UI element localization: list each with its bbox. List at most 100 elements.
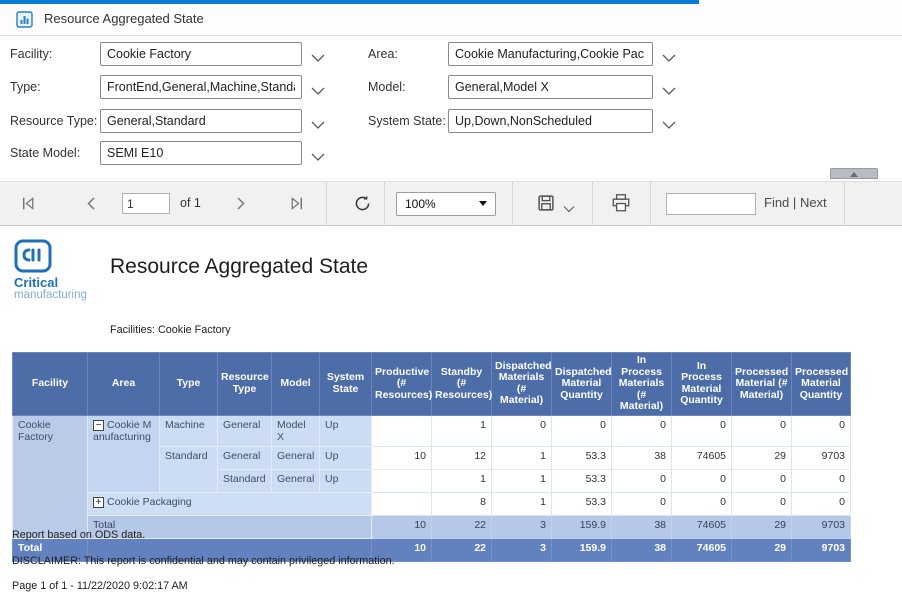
toolbar-separator (844, 182, 845, 226)
value-cell: 74605 (671, 445, 732, 470)
col-header-inprocess-materials[interactable]: In Process Materials (# Material) (611, 352, 672, 416)
model-input[interactable] (448, 75, 653, 99)
value-cell: 0 (491, 414, 552, 447)
col-header-productive[interactable]: Productive (# Resources) (371, 352, 432, 416)
col-header-standby[interactable]: Standby (# Resources) (431, 352, 492, 416)
value-cell: 0 (551, 414, 612, 447)
col-header-processed-quantity[interactable]: Processed Material Quantity (791, 352, 851, 416)
value-cell (371, 414, 432, 447)
value-cell: 0 (731, 414, 792, 447)
type-label: Type: (10, 80, 41, 94)
col-header-model[interactable]: Model (271, 352, 320, 416)
value-cell: 53.3 (551, 468, 612, 493)
value-cell: 159.9 (551, 537, 612, 562)
col-header-resource-type[interactable]: Resource Type (217, 352, 272, 416)
value-cell: 10 (371, 514, 432, 539)
state-model-input[interactable] (100, 141, 302, 165)
save-dropdown-chevron-icon[interactable] (563, 200, 575, 218)
table-header-row: Facility Area Type Resource Type Model S… (12, 352, 851, 416)
col-header-facility[interactable]: Facility (12, 352, 88, 416)
area-name: Cookie Manufacturing (93, 418, 152, 443)
resource-type-cell: General (217, 414, 272, 447)
report-viewer-toolbar: of 1 100% Find | Next (0, 181, 902, 226)
value-cell: 9703 (791, 445, 851, 470)
collapse-toggle-icon[interactable]: − (93, 419, 104, 431)
zoom-select[interactable]: 100% (396, 192, 496, 216)
find-next-links: Find | Next (764, 195, 827, 210)
system-state-input[interactable] (448, 109, 653, 133)
model-cell: General (271, 445, 320, 470)
state-model-dropdown-chevron-icon[interactable] (311, 149, 325, 167)
type-dropdown-chevron-icon[interactable] (311, 83, 325, 101)
type-input[interactable] (100, 75, 302, 99)
area-dropdown-chevron-icon[interactable] (662, 50, 676, 68)
first-page-button[interactable] (20, 195, 37, 217)
last-page-button[interactable] (288, 195, 305, 217)
value-cell: 38 (611, 445, 672, 470)
value-cell: 74605 (671, 537, 732, 562)
next-link[interactable]: Next (799, 195, 827, 210)
system-state-dropdown-chevron-icon[interactable] (662, 117, 676, 135)
col-header-processed-material[interactable]: Processed Material (# Material) (731, 352, 792, 416)
top-accent-line (0, 0, 699, 4)
value-cell: 0 (791, 491, 851, 516)
col-header-dispatched-quantity[interactable]: Dispatched Material Quantity (551, 352, 612, 416)
col-header-inprocess-quantity[interactable]: In Process Material Quantity (671, 352, 732, 416)
report-title: Resource Aggregated State (110, 255, 369, 278)
find-link[interactable]: Find (764, 195, 790, 210)
system-state-cell: Up (319, 468, 372, 493)
value-cell: 9703 (791, 514, 851, 539)
value-cell: 29 (731, 537, 792, 562)
value-cell: 12 (431, 445, 492, 470)
value-cell: 8 (431, 491, 492, 516)
model-dropdown-chevron-icon[interactable] (662, 83, 676, 101)
save-export-icon[interactable] (536, 193, 556, 218)
logo-wordmark-manufacturing: manufacturing (14, 289, 87, 301)
system-state-cell: Up (319, 445, 372, 470)
print-icon[interactable] (610, 192, 632, 219)
refresh-icon[interactable] (352, 193, 373, 219)
col-header-area[interactable]: Area (87, 352, 160, 416)
value-cell: 0 (671, 491, 732, 516)
expand-toggle-icon[interactable]: + (93, 496, 104, 508)
value-cell (371, 491, 432, 516)
value-cell: 38 (611, 537, 672, 562)
col-header-system-state[interactable]: System State (319, 352, 372, 416)
value-cell (371, 468, 432, 493)
resource-type-cell: Standard (217, 468, 272, 493)
area-cell: − Cookie Manufacturing (87, 414, 160, 493)
value-cell: 0 (611, 468, 672, 493)
value-cell: 10 (371, 445, 432, 470)
value-cell: 3 (491, 514, 552, 539)
toolbar-separator (512, 182, 513, 226)
value-cell: 0 (731, 468, 792, 493)
next-page-button[interactable] (232, 195, 248, 217)
page-number-input[interactable] (122, 193, 170, 214)
facility-input[interactable] (100, 42, 302, 66)
value-cell: 1 (491, 468, 552, 493)
zoom-value: 100% (405, 197, 436, 211)
value-cell: 0 (791, 468, 851, 493)
facility-dropdown-chevron-icon[interactable] (311, 50, 325, 68)
resource-type-dropdown-chevron-icon[interactable] (311, 117, 325, 135)
area-cell-collapsed: + Cookie Packaging (87, 491, 372, 516)
critical-manufacturing-logo (14, 239, 52, 278)
resource-type-label: Resource Type: (10, 114, 98, 128)
col-header-type[interactable]: Type (159, 352, 218, 416)
value-cell: 10 (371, 537, 432, 562)
value-cell: 9703 (791, 537, 851, 562)
area-name: Cookie Packaging (107, 495, 192, 508)
previous-page-button[interactable] (84, 195, 100, 217)
value-cell: 22 (431, 537, 492, 562)
collapse-parameters-handle[interactable] (830, 168, 878, 179)
value-cell: 22 (431, 514, 492, 539)
col-header-dispatched-materials[interactable]: Dispatched Materials (# Material) (491, 352, 552, 416)
value-cell: 3 (491, 537, 552, 562)
value-cell: 29 (731, 445, 792, 470)
type-cell: Standard (159, 445, 218, 493)
area-input[interactable] (448, 42, 653, 66)
value-cell: 53.3 (551, 445, 612, 470)
find-input[interactable] (666, 193, 756, 215)
system-state-label: System State: (368, 114, 446, 128)
resource-type-input[interactable] (100, 109, 302, 133)
